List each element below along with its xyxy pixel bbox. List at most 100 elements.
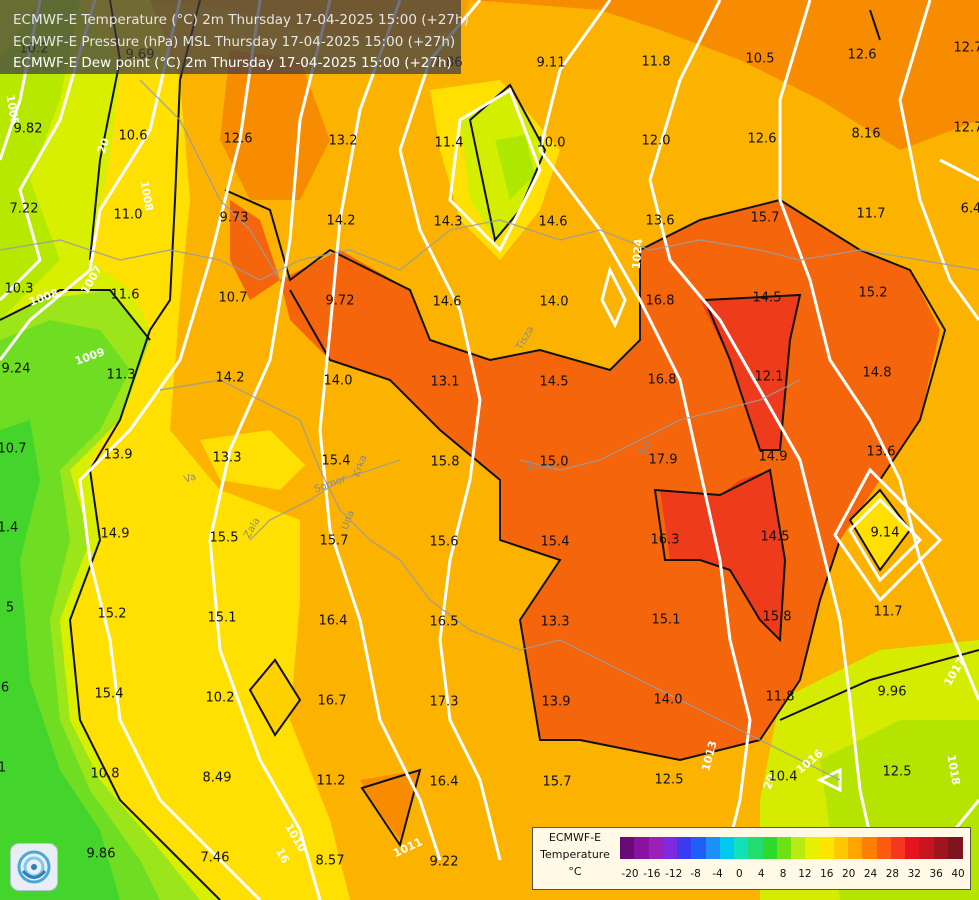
legend-swatch [719, 837, 735, 859]
river-name: Va [183, 471, 198, 486]
legend-tick-label: 8 [779, 868, 787, 880]
temperature-value: 1 [0, 761, 6, 776]
temperature-value: 15.1 [208, 611, 237, 626]
temperature-value: 9.11 [537, 56, 566, 71]
temperature-value: 14.5 [761, 530, 790, 545]
temperature-value: 15.4 [322, 454, 351, 469]
isobar-value: 1008 [137, 180, 155, 212]
legend-swatch [848, 837, 863, 859]
legend-swatch [748, 837, 764, 859]
temperature-value: 14.5 [753, 291, 782, 306]
temperature-value: 15.0 [540, 455, 569, 470]
isobar-value: 20 [95, 136, 113, 155]
temperature-value: 11.7 [857, 207, 886, 222]
temperature-value: 8.49 [203, 771, 232, 786]
temperature-value: 10.7 [0, 442, 26, 457]
temperature-value: 16.4 [430, 775, 459, 790]
legend-swatch [919, 837, 935, 859]
temperature-value: 16.5 [430, 615, 459, 630]
legend-tick-label: 12 [798, 868, 812, 880]
temperature-value: 10.2 [206, 691, 235, 706]
temperature-value: 6 [1, 681, 9, 696]
temperature-value: 7.22 [10, 202, 39, 217]
temperature-value: 9.82 [14, 122, 43, 137]
temperature-value: 13.6 [867, 445, 896, 460]
temperature-value: 15.7 [751, 211, 780, 226]
temperature-value: 14.5 [540, 375, 569, 390]
temperature-value: 14.9 [759, 450, 788, 465]
legend-swatch [791, 837, 806, 859]
temperature-value: 15.5 [210, 531, 239, 546]
temperature-value: 12.5 [883, 765, 912, 780]
temperature-value: 14.3 [434, 215, 463, 230]
temperature-value: 13.3 [213, 451, 242, 466]
temperature-value: 11.2 [317, 774, 346, 789]
legend-swatch [833, 837, 849, 859]
legend-swatch [890, 837, 906, 859]
isobar-value: 1005 [3, 94, 21, 126]
temperature-value: 9.86 [87, 847, 116, 862]
temperature-value: 6.4 [961, 202, 979, 217]
temperature-value: 13.2 [329, 134, 358, 149]
temperature-value: 12.6 [224, 132, 253, 147]
legend-swatch [734, 837, 749, 859]
legend-swatch [862, 837, 878, 859]
temperature-value: 16.3 [651, 533, 680, 548]
legend-tick-label: -16 [643, 868, 661, 880]
legend-swatch [905, 837, 920, 859]
temperature-value: 14.0 [540, 295, 569, 310]
temperature-value: 16.7 [318, 694, 347, 709]
legend-swatch [933, 837, 949, 859]
temperature-value: 14.0 [654, 693, 683, 708]
legend-tick-label: -12 [665, 868, 683, 880]
temperature-value: 10.6 [119, 129, 148, 144]
temperature-value: 11.8 [766, 690, 795, 705]
legend-swatch [691, 837, 707, 859]
temperature-value: 9.24 [2, 362, 31, 377]
temperature-value: 17.9 [649, 453, 678, 468]
temperature-value: 12.7 [954, 121, 979, 136]
temperature-value: 10.0 [537, 136, 566, 151]
legend-unit: °C [568, 865, 582, 878]
temperature-value: 9.14 [871, 526, 900, 541]
temperature-value: 13.9 [104, 448, 133, 463]
legend-swatch [634, 837, 650, 859]
isobar-value: 1024 [630, 238, 646, 270]
temperature-value: 5 [6, 601, 14, 616]
river-name: Duna [527, 461, 554, 472]
temperature-value: 14.0 [324, 374, 353, 389]
legend-swatch [776, 837, 792, 859]
temperature-value: 10.4 [769, 770, 798, 785]
temperature-value: 15.6 [430, 535, 459, 550]
legend-swatch [662, 837, 678, 859]
temperature-value: 12.1 [755, 370, 784, 385]
isobar-value: 1018 [944, 754, 962, 786]
temperature-value: 12.6 [848, 48, 877, 63]
title-pressure: ECMWF-E Pressure (hPa) MSL Thursday 17-0… [13, 34, 456, 50]
borders [0, 79, 979, 781]
temperature-value: 11.3 [107, 368, 136, 383]
temperature-value: 8.57 [316, 854, 345, 869]
temperature-value: 13.3 [541, 615, 570, 630]
temperature-value: 11.8 [642, 55, 671, 70]
temperature-value: 12.5 [655, 773, 684, 788]
title-temperature: ECMWF-E Temperature (°C) 2m Thursday 17-… [13, 12, 469, 28]
legend-model: ECMWF-E [548, 831, 602, 844]
legend-swatch [805, 837, 821, 859]
legend-tick-label: 40 [951, 868, 965, 880]
legend-swatch [819, 837, 835, 859]
temperature-value: 9.22 [430, 855, 459, 870]
temperature-value: 8.16 [852, 127, 881, 142]
temperature-value: 12.7 [954, 41, 979, 56]
legend-tick-label: -4 [712, 868, 723, 880]
temperature-value: 1.4 [0, 521, 18, 536]
temperature-value: 17.3 [430, 695, 459, 710]
temperature-value: 13.1 [431, 375, 460, 390]
temperature-value: 13.9 [542, 695, 571, 710]
temperature-value: 15.2 [859, 286, 888, 301]
temperature-value: 14.2 [216, 371, 245, 386]
legend-tick-label: 28 [885, 868, 900, 880]
temperature-value: 14.8 [863, 366, 892, 381]
legend-tick-label: 36 [929, 868, 943, 880]
legend-swatch [648, 837, 664, 859]
